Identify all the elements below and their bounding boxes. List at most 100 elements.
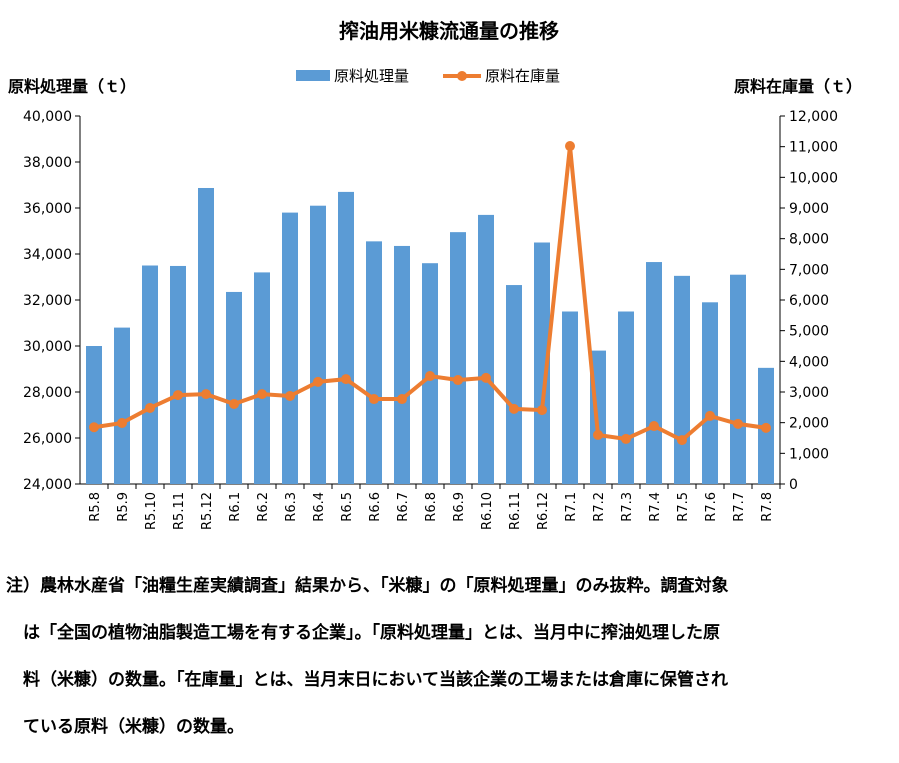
inventory-point bbox=[677, 435, 687, 446]
left-tick-label: 34,000 bbox=[23, 247, 72, 263]
inventory-point bbox=[705, 410, 715, 421]
x-tick-label: R6.11 bbox=[508, 492, 523, 530]
x-tick-label: R5.12 bbox=[200, 492, 215, 530]
inventory-point bbox=[173, 390, 183, 401]
x-tick-label: R5.9 bbox=[116, 492, 131, 522]
x-tick-label: R6.12 bbox=[536, 492, 551, 530]
bar bbox=[562, 311, 578, 484]
right-tick-label: 10,000 bbox=[789, 170, 838, 186]
inventory-point bbox=[201, 389, 211, 400]
right-tick-label: 12,000 bbox=[789, 109, 838, 125]
bar bbox=[702, 302, 718, 484]
legend-bar-swatch bbox=[296, 70, 330, 81]
x-tick-label: R6.4 bbox=[312, 492, 327, 522]
x-tick-label: R7.3 bbox=[620, 492, 635, 522]
inventory-point bbox=[621, 433, 631, 444]
inventory-point bbox=[537, 405, 547, 416]
x-tick-label: R5.10 bbox=[144, 492, 159, 530]
inventory-point bbox=[145, 402, 155, 413]
inventory-point bbox=[89, 422, 99, 433]
bar bbox=[730, 274, 746, 484]
footnote-line: 料（米糠）の数量。「在庫量」とは、当月末日において当該企業の工場または倉庫に保管… bbox=[6, 669, 728, 690]
x-tick-label: R6.1 bbox=[228, 492, 243, 522]
footnote: 注）農林水産省「油糧生産実績調査」結果から、「米糠」の「原料処理量」のみ抜粋。調… bbox=[6, 551, 729, 763]
x-tick-label: R5.8 bbox=[88, 492, 103, 522]
left-tick-label: 38,000 bbox=[23, 155, 72, 171]
legend-line-marker bbox=[457, 71, 467, 81]
right-tick-label: 11,000 bbox=[789, 140, 838, 156]
right-axis-title: 原料在庫量（ｔ） bbox=[734, 77, 862, 96]
x-tick-label: R6.9 bbox=[452, 492, 467, 522]
x-tick-label: R6.2 bbox=[256, 492, 271, 522]
right-tick-label: 8,000 bbox=[789, 232, 829, 248]
left-axis-title: 原料処理量（ｔ） bbox=[8, 77, 136, 96]
right-tick-label: 0 bbox=[789, 477, 798, 493]
right-tick-label: 3,000 bbox=[789, 385, 829, 401]
bar bbox=[198, 187, 214, 485]
bar bbox=[282, 212, 298, 484]
x-tick-label: R7.6 bbox=[704, 492, 719, 522]
bar bbox=[114, 327, 130, 484]
inventory-point bbox=[509, 403, 519, 414]
bar bbox=[366, 241, 382, 484]
inventory-point bbox=[257, 389, 267, 400]
inventory-point bbox=[649, 421, 659, 432]
footnote-line: 注）農林水産省「油糧生産実績調査」結果から、「米糠」の「原料処理量」のみ抜粋。調… bbox=[6, 575, 729, 596]
legend-line-label: 原料在庫量 bbox=[485, 67, 560, 85]
right-tick-label: 9,000 bbox=[789, 201, 829, 217]
inventory-point bbox=[397, 394, 407, 405]
legend-bar-label: 原料処理量 bbox=[334, 67, 409, 85]
left-tick-label: 24,000 bbox=[23, 477, 72, 493]
bar bbox=[674, 275, 690, 484]
x-tick-label: R7.8 bbox=[760, 492, 775, 522]
x-tick-label: R7.7 bbox=[732, 492, 747, 522]
left-tick-label: 32,000 bbox=[23, 293, 72, 309]
right-tick-label: 4,000 bbox=[789, 354, 829, 370]
x-tick-label: R6.6 bbox=[368, 492, 383, 522]
inventory-point bbox=[453, 375, 463, 386]
bar bbox=[226, 291, 242, 484]
x-tick-label: R7.1 bbox=[564, 492, 579, 522]
inventory-point bbox=[341, 374, 351, 385]
left-tick-label: 36,000 bbox=[23, 201, 72, 217]
left-tick-label: 40,000 bbox=[23, 109, 72, 125]
bar bbox=[646, 262, 662, 484]
footnote-line: は「全国の植物油脂製造工場を有する企業」。「原料処理量」とは、当月中に搾油処理し… bbox=[6, 622, 720, 643]
x-tick-label: R6.7 bbox=[396, 492, 411, 522]
right-tick-label: 6,000 bbox=[789, 293, 829, 309]
bar bbox=[86, 346, 102, 484]
inventory-point bbox=[229, 398, 239, 409]
bar bbox=[170, 265, 186, 484]
inventory-point bbox=[593, 429, 603, 440]
bar bbox=[338, 191, 354, 484]
bar bbox=[506, 285, 522, 484]
x-tick-label: R6.3 bbox=[284, 492, 299, 522]
inventory-point bbox=[761, 422, 771, 433]
right-tick-label: 7,000 bbox=[789, 262, 829, 278]
inventory-point bbox=[565, 141, 575, 152]
right-tick-label: 2,000 bbox=[789, 416, 829, 432]
chart-root: 搾油用米糠流通量の推移原料処理量（ｔ） 原料在庫量（ｔ） 原料処理量 原料在庫量 24,… bbox=[6, 19, 862, 737]
chart-title: 搾油用米糠流通量の推移 bbox=[339, 19, 559, 43]
inventory-point bbox=[369, 394, 379, 405]
bar bbox=[310, 205, 326, 484]
inventory-point bbox=[285, 390, 295, 401]
left-tick-label: 28,000 bbox=[23, 385, 72, 401]
right-tick-label: 1,000 bbox=[789, 446, 829, 462]
bar bbox=[618, 311, 634, 484]
x-tick-label: R6.5 bbox=[340, 492, 355, 522]
footnote-line: ている原料（米糠）の数量。 bbox=[6, 716, 244, 737]
bar bbox=[394, 245, 410, 484]
right-tick-label: 5,000 bbox=[789, 324, 829, 340]
x-tick-label: R6.10 bbox=[480, 492, 495, 530]
inventory-point bbox=[313, 376, 323, 387]
inventory-point bbox=[733, 418, 743, 429]
x-tick-label: R7.4 bbox=[648, 492, 663, 522]
left-tick-label: 30,000 bbox=[23, 339, 72, 355]
bar bbox=[534, 242, 550, 484]
inventory-point bbox=[425, 371, 435, 382]
bar bbox=[254, 272, 270, 484]
left-tick-label: 26,000 bbox=[23, 431, 72, 447]
inventory-point bbox=[481, 372, 491, 383]
